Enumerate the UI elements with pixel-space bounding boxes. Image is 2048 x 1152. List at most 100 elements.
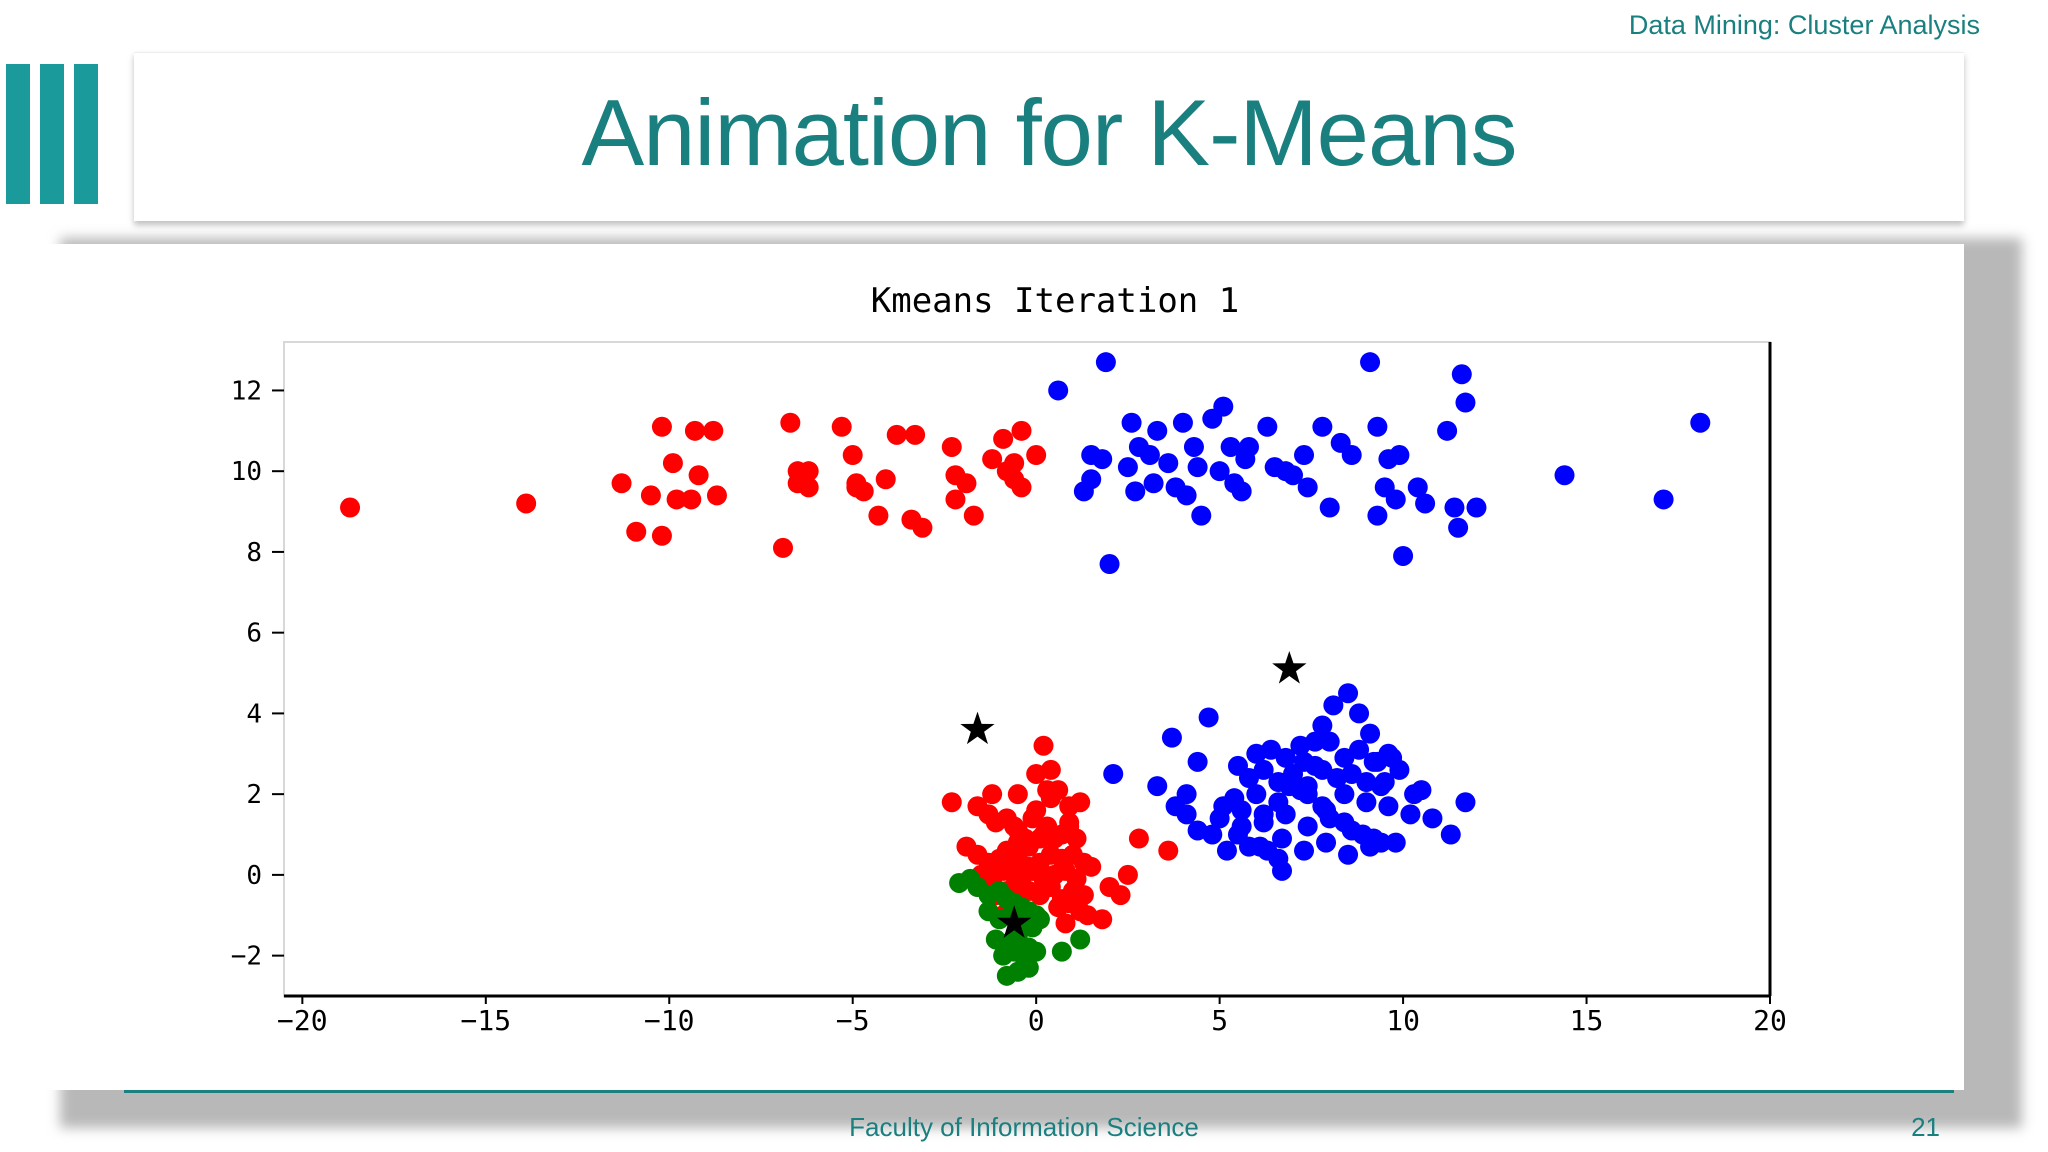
data-point — [1385, 832, 1406, 853]
data-point — [1007, 784, 1028, 805]
data-point — [941, 792, 962, 813]
data-point — [688, 465, 709, 486]
data-point — [1312, 416, 1333, 437]
data-point — [1253, 812, 1274, 833]
data-point — [1389, 759, 1410, 780]
data-point — [1011, 420, 1032, 441]
x-tick-label: 10 — [1386, 1004, 1420, 1037]
data-point — [1312, 759, 1333, 780]
data-point — [1161, 727, 1182, 748]
data-point — [1316, 832, 1337, 853]
data-point — [1440, 824, 1461, 845]
data-point — [666, 489, 687, 510]
data-point — [1455, 792, 1476, 813]
data-point — [1026, 445, 1047, 466]
data-point — [1451, 364, 1472, 385]
data-point — [1378, 743, 1399, 764]
data-point — [1349, 739, 1370, 760]
data-point — [1110, 885, 1131, 906]
data-point — [982, 784, 1003, 805]
data-point — [1099, 554, 1120, 575]
data-point — [662, 453, 683, 474]
data-point — [1389, 445, 1410, 466]
data-point — [1385, 489, 1406, 510]
y-tick-label: 6 — [246, 619, 262, 649]
data-point — [1187, 457, 1208, 478]
data-point — [1312, 715, 1333, 736]
footer-line — [124, 1090, 1954, 1093]
data-point — [651, 416, 672, 437]
x-tick-label: 20 — [1753, 1004, 1787, 1037]
data-point — [1092, 449, 1113, 470]
data-point — [1147, 776, 1168, 797]
x-tick-label: −20 — [277, 1004, 328, 1037]
y-tick-label: 4 — [246, 699, 262, 729]
data-point — [1455, 392, 1476, 413]
data-point — [1048, 780, 1069, 801]
data-point — [1275, 747, 1296, 768]
data-point — [1070, 792, 1091, 813]
data-point — [703, 420, 724, 441]
data-point — [1341, 445, 1362, 466]
data-point — [1238, 768, 1259, 788]
data-point — [798, 477, 819, 498]
data-point — [1051, 941, 1072, 962]
data-point — [1334, 812, 1355, 833]
data-point — [1073, 885, 1094, 906]
data-point — [1257, 416, 1278, 437]
data-point — [1026, 763, 1047, 784]
content-panel: Kmeans Iteration 1 −20 −15 −10 −5 0 5 10 15 20 −2… — [46, 244, 1964, 1090]
scatter-chart: Kmeans Iteration 1 −20 −15 −10 −5 0 5 10 15 20−2… — [231, 281, 1787, 1037]
data-point — [1297, 477, 1318, 498]
data-point — [1690, 412, 1711, 433]
data-point — [1187, 751, 1208, 772]
data-point — [681, 489, 702, 510]
data-point — [684, 420, 705, 441]
data-point — [1411, 780, 1432, 801]
data-point — [1220, 436, 1241, 457]
data-point — [1338, 844, 1359, 865]
chart-points — [340, 352, 1711, 986]
data-point — [1004, 453, 1025, 474]
logo-bars-icon — [6, 64, 100, 204]
data-point — [1407, 477, 1428, 498]
y-tick-label: 12 — [231, 376, 262, 406]
data-point — [1323, 695, 1344, 716]
y-tick-label: 8 — [246, 538, 262, 568]
data-point — [798, 461, 819, 482]
course-label: Data Mining: Cluster Analysis — [1628, 10, 1980, 40]
data-point — [1338, 683, 1359, 704]
data-point — [1070, 929, 1091, 950]
data-point — [1437, 420, 1458, 441]
data-point — [706, 485, 727, 506]
data-point — [1253, 759, 1274, 780]
data-point — [1029, 909, 1050, 930]
data-point — [831, 416, 852, 437]
data-point — [1125, 481, 1146, 502]
data-point — [773, 537, 794, 558]
data-point — [1055, 913, 1076, 934]
centroid-star-marker — [960, 711, 995, 745]
data-point — [1249, 836, 1270, 857]
data-point — [982, 449, 1003, 470]
data-point — [1158, 453, 1179, 474]
data-point — [1466, 497, 1487, 518]
data-point — [1128, 828, 1149, 849]
data-point — [1415, 493, 1436, 514]
data-point — [1319, 731, 1340, 752]
data-point — [1147, 420, 1168, 441]
data-point — [1026, 800, 1047, 821]
data-point — [1176, 804, 1197, 825]
data-point — [842, 445, 863, 466]
data-point — [945, 489, 966, 510]
x-tick-label: 15 — [1570, 1004, 1604, 1037]
footer-text: Faculty of Information Science — [849, 1112, 1199, 1142]
data-point — [1356, 792, 1377, 813]
data-point — [1033, 735, 1054, 756]
data-point — [1128, 436, 1149, 457]
x-tick-label: −10 — [644, 1004, 695, 1037]
data-point — [1422, 808, 1443, 829]
data-point — [1367, 416, 1388, 437]
data-point — [1117, 864, 1138, 885]
